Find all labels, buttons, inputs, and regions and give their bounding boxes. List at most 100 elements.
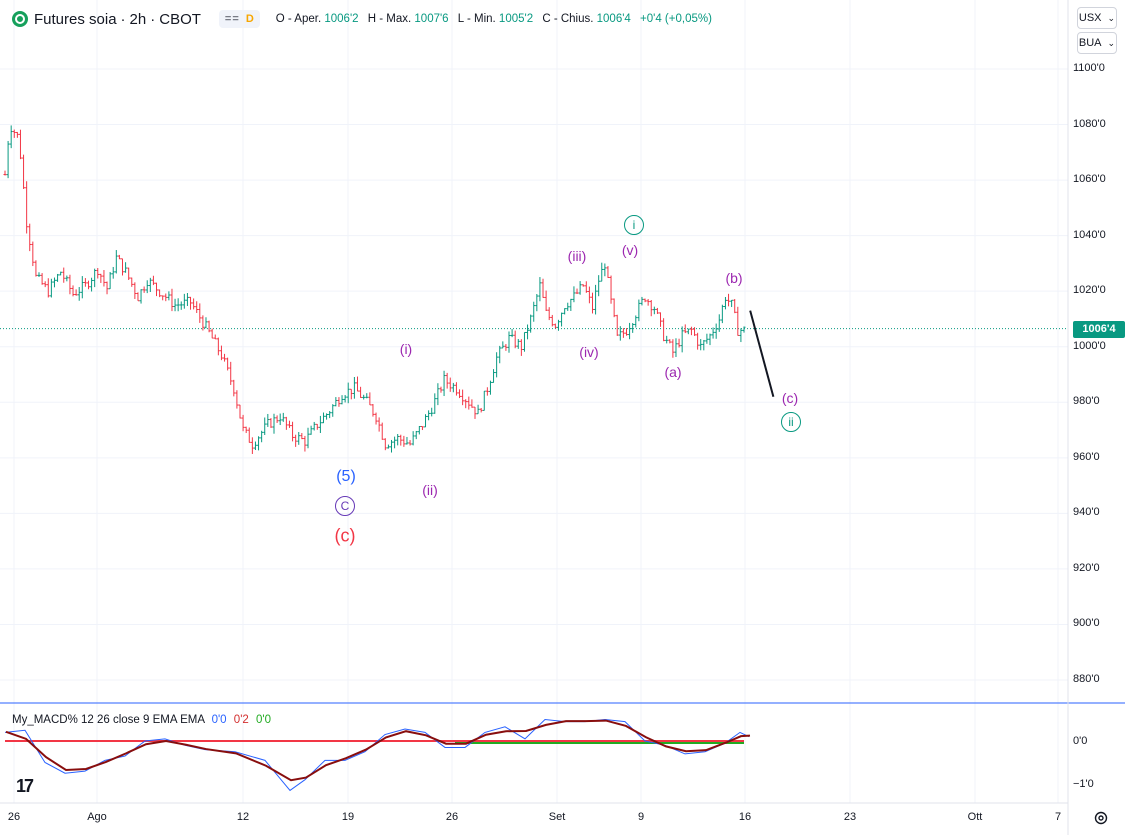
wave-label-i-circle: i [624,215,644,235]
candle [124,262,128,273]
candle [578,281,582,295]
gear-icon[interactable] [1093,810,1109,826]
candle [727,293,731,307]
interval-label[interactable]: 2h [129,10,147,28]
candle [393,436,397,449]
legend-header: Futures soia · 2h · CBOT = = D O - Aper.… [12,9,718,29]
candle [519,339,523,356]
candle [238,404,242,419]
candle [516,338,520,349]
candle [550,314,554,327]
candle [49,278,53,298]
wave-label-c: (c) [781,390,799,406]
time-axis-label: Set [548,811,566,823]
candle [383,438,387,451]
candle [513,330,517,349]
candle [77,287,81,301]
candle [671,339,675,358]
candle [99,273,103,283]
candle [424,414,428,428]
candle [201,315,205,331]
candle [31,241,35,267]
candle [600,262,604,282]
symbol-name[interactable]: Futures soia [34,10,117,28]
candle [711,327,715,339]
candle [93,268,97,288]
candle [507,331,511,353]
chevron-down-icon: ⌄ [1107,37,1116,48]
candle [71,285,75,297]
wave-label-C-circle: C [335,496,355,516]
price-axis-label: 880'0 [1073,673,1100,685]
currency-dropdown[interactable]: USX ⌄ [1077,7,1117,29]
candle [25,181,29,234]
candle [625,328,629,336]
wave-label-a: (a) [664,364,682,380]
wave-label-ii: (ii) [422,482,438,498]
wave-label-iv: (iv) [579,344,599,360]
candle [43,281,47,288]
candle [96,267,100,279]
wave-label-v: (v) [621,242,639,258]
candle [133,282,137,299]
candle [216,337,220,356]
candle [702,339,706,351]
time-axis-label: 12 [236,811,250,823]
candle [680,326,684,353]
candle [742,326,746,333]
candle [488,380,492,395]
candle [83,278,87,287]
candle [405,436,409,445]
candle [352,376,356,399]
tradingview-logo[interactable]: 17 [16,776,34,796]
candle [9,125,13,149]
candle [359,386,363,398]
candle [6,140,10,179]
macd-axis-label: −1'0 [1073,778,1094,790]
candle [445,372,449,389]
candle [544,290,548,312]
candle [74,289,78,296]
candle [374,412,378,425]
candle [325,413,329,420]
candle [708,333,712,346]
macd-value: 0'0 [211,714,227,726]
candle [464,399,468,409]
candle [80,276,84,299]
price-axis-label: 940'0 [1073,506,1100,519]
candle [433,393,437,414]
candle [739,328,743,343]
candle [584,281,588,293]
candle [260,430,264,443]
candle [510,329,514,338]
wave-label-b: (b) [725,270,743,286]
candle [170,288,174,312]
status-pill[interactable]: = = D [218,10,260,28]
candle [148,277,152,292]
candle [355,376,359,392]
candle [594,284,598,315]
time-axis-label: Ott [967,811,983,823]
candle [436,383,440,406]
macd-legend[interactable]: My_MACD% 12 26 close 9 EMA EMA 0'0 0'2 0… [12,714,271,726]
candle [396,433,400,446]
candle [470,399,474,408]
candle [420,425,424,431]
candle [179,301,183,310]
candle [386,444,390,449]
candle [300,433,304,440]
candle [312,421,316,431]
candle [108,271,112,290]
candle [278,413,282,426]
candle [606,266,610,278]
candle [244,426,248,434]
candle [492,369,496,383]
candle [458,389,462,399]
candle [569,298,573,311]
unit-dropdown[interactable]: BUA ⌄ [1077,32,1117,54]
candle [337,397,341,407]
candle [662,318,666,342]
chart-grid [0,0,1068,803]
candle [399,434,403,446]
